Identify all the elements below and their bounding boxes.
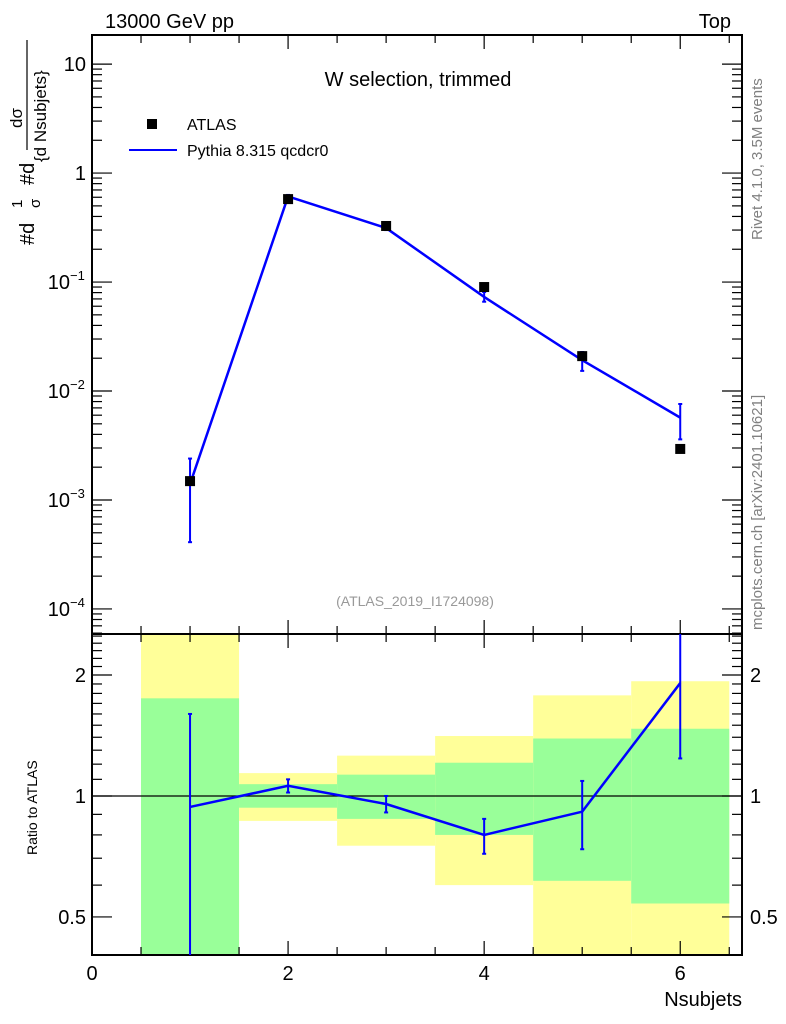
svg-text:#d: #d xyxy=(17,163,39,185)
atlas-data-point xyxy=(577,351,588,362)
ratio-y-tick-label-left: 1 xyxy=(75,786,86,808)
ratio-y-tick-label-right: 0.5 xyxy=(750,907,778,929)
atlas-data-point xyxy=(479,282,490,293)
y-tick-label: 10 xyxy=(48,490,70,512)
x-tick-label: 4 xyxy=(479,963,490,985)
ratio-y-tick-label-left: 0.5 xyxy=(58,907,86,929)
rivet-label: Rivet 4.1.0, 3.5M events xyxy=(749,78,766,240)
main-title: W selection, trimmed xyxy=(325,69,512,91)
x-tick-label: 0 xyxy=(86,963,97,985)
legend-atlas-marker xyxy=(147,119,157,129)
legend-pythia-label: Pythia 8.315 qcdcr0 xyxy=(187,143,329,160)
y-tick-label: 1 xyxy=(75,163,86,185)
y-tick-label: 10 xyxy=(48,381,70,403)
x-axis-label: Nsubjets xyxy=(664,989,742,1011)
x-tick-label: 2 xyxy=(283,963,294,985)
ratio-y-tick-label-right: 1 xyxy=(750,786,761,808)
svg-text:#d: #d xyxy=(17,223,39,245)
y-tick-label: 10 xyxy=(48,272,70,294)
legend: ATLAS Pythia 8.315 qcdcr0 xyxy=(129,117,329,160)
legend-atlas-label: ATLAS xyxy=(187,117,237,134)
main-ylabel: #d 1 σ #d dσ {d Nsubjets} xyxy=(7,40,50,245)
y-tick-exponent: −1 xyxy=(70,268,85,283)
svg-text:dσ: dσ xyxy=(7,108,26,128)
ratio-y-tick-label-right: 2 xyxy=(750,665,761,687)
header-left: 13000 GeV pp xyxy=(105,11,234,33)
y-tick-label: 10 xyxy=(48,599,70,621)
atlas-data-point xyxy=(381,220,392,231)
ratio-plot-frame xyxy=(91,633,743,956)
svg-text:{d Nsubjets}: {d Nsubjets} xyxy=(31,70,50,162)
y-tick-label: 10 xyxy=(64,54,86,76)
svg-text:1: 1 xyxy=(9,200,26,208)
x-tick-label: 6 xyxy=(675,963,686,985)
atlas-data-point xyxy=(283,194,294,205)
ratio-y-tick-label-left: 2 xyxy=(75,665,86,687)
atlas-data-point xyxy=(185,476,196,487)
y-tick-exponent: −4 xyxy=(70,595,85,610)
mcplots-label: mcplots.cern.ch [arXiv:2401.10621] xyxy=(749,395,766,630)
ratio-ylabel: Ratio to ATLAS xyxy=(24,760,40,855)
atlas-data-point xyxy=(675,443,686,454)
y-tick-exponent: −3 xyxy=(70,486,85,501)
analysis-label: (ATLAS_2019_I1724098) xyxy=(336,593,494,609)
mc-line xyxy=(188,194,681,485)
header-right: Top xyxy=(699,11,731,33)
y-tick-exponent: −2 xyxy=(70,377,85,392)
ratio-line xyxy=(189,682,682,837)
svg-text:σ: σ xyxy=(27,198,44,208)
